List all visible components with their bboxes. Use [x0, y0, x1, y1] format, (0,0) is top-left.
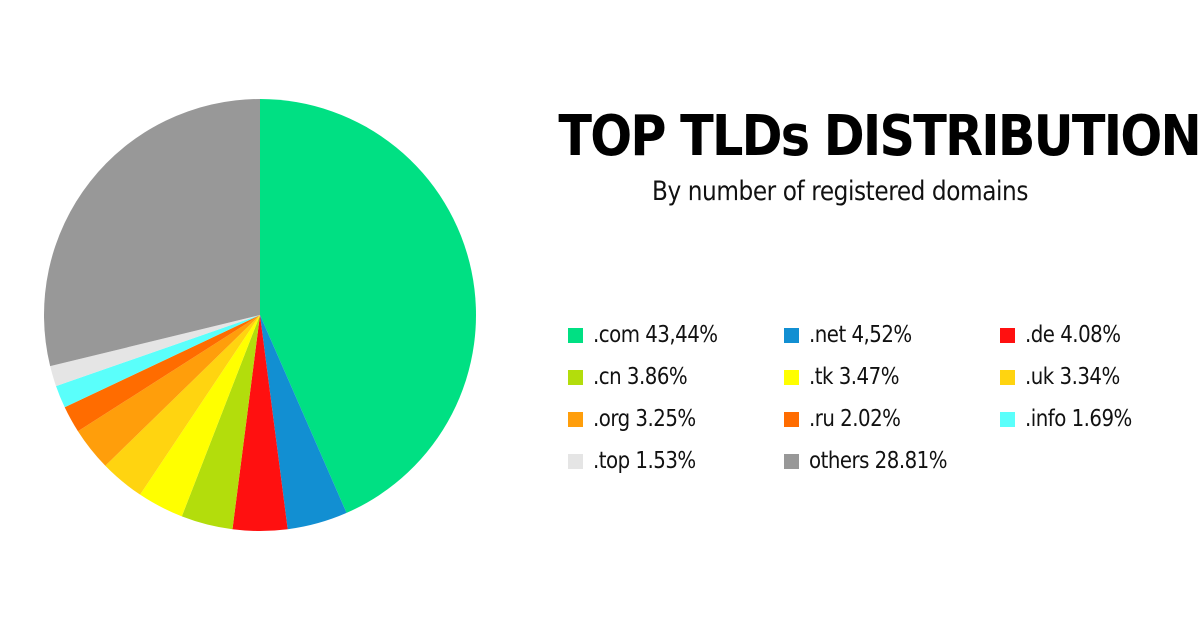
legend-label: .net 4,52%: [809, 322, 912, 348]
legend-swatch: [1000, 369, 1015, 385]
legend: .com 43,44% .net 4,52% .de 4.08% .cn 3.86%.…: [568, 318, 1168, 488]
legend-swatch: [1000, 411, 1015, 427]
pie-slice-ru: [64, 315, 261, 432]
legend-item: .de 4.08%: [1000, 318, 1136, 352]
chart-subtitle: By number of registered domains: [651, 176, 1028, 207]
legend-swatch: [568, 411, 583, 427]
pie-slice-org: [77, 315, 261, 466]
legend-item: others 28.81%: [784, 444, 969, 478]
chart-title: TOP TLDs DISTRIBUTION: [558, 104, 1200, 169]
legend-swatch: [1000, 327, 1015, 343]
legend-label: .ru 2.02%: [809, 406, 901, 432]
legend-item: .com 43,44%: [568, 318, 738, 352]
pie-slice-de: [232, 315, 288, 532]
legend-label: .top 1.53%: [593, 448, 696, 474]
pie-slice-com: [260, 99, 477, 513]
legend-label: .org 3.25%: [593, 406, 696, 432]
pie-slice-top: [50, 315, 261, 387]
pie-slice-cn: [181, 315, 260, 530]
legend-swatch: [568, 453, 583, 469]
pie-slice-others: [43, 99, 260, 367]
legend-swatch: [568, 327, 583, 343]
legend-swatch: [784, 411, 799, 427]
legend-item: .net 4,52%: [784, 318, 928, 352]
legend-item: .info 1.69%: [1000, 402, 1149, 436]
legend-label: .info 1.69%: [1025, 406, 1132, 432]
legend-item: .org 3.25%: [568, 402, 712, 436]
legend-label: others 28.81%: [809, 448, 948, 474]
legend-label: .de 4.08%: [1025, 322, 1121, 348]
legend-item: .top 1.53%: [568, 444, 712, 478]
legend-swatch: [784, 453, 799, 469]
pie-slice-net: [260, 315, 347, 530]
legend-label: .uk 3.34%: [1025, 364, 1120, 390]
legend-item: .uk 3.34%: [1000, 360, 1135, 394]
legend-item: .tk 3.47%: [784, 360, 914, 394]
legend-label: .cn 3.86%: [593, 364, 688, 390]
legend-item: .ru 2.02%: [784, 402, 915, 436]
legend-label: .com 43,44%: [593, 322, 718, 348]
pie-slice-uk: [105, 315, 260, 495]
pie-slice-info: [56, 315, 260, 408]
legend-swatch: [784, 369, 799, 385]
legend-swatch: [568, 369, 583, 385]
legend-label: .tk 3.47%: [809, 364, 899, 390]
legend-swatch: [784, 327, 799, 343]
pie-chart: [43, 99, 477, 532]
pie-slice-tk: [140, 315, 260, 517]
legend-item: .cn 3.86%: [568, 360, 703, 394]
